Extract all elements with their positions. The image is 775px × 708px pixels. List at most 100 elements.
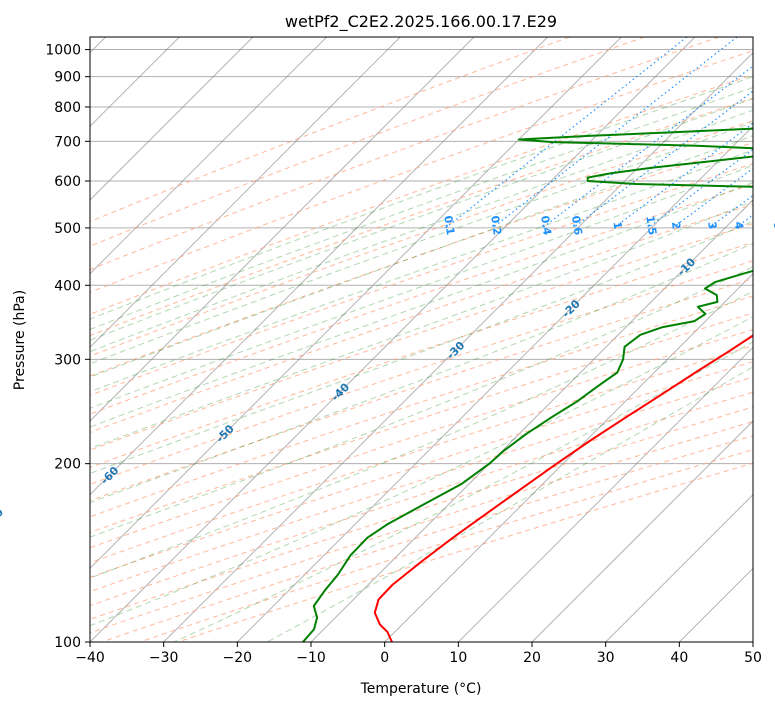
isotherm-line bbox=[236, 125, 753, 642]
y-tick-label: 200 bbox=[54, 457, 81, 473]
mixing-ratio-line bbox=[445, 37, 688, 229]
x-tick-label: 20 bbox=[523, 650, 541, 666]
dry-adiabat-line bbox=[90, 391, 753, 607]
thermo-guides bbox=[90, 37, 753, 642]
dry-adiabat-line bbox=[90, 183, 753, 415]
x-tick-label: 30 bbox=[597, 650, 615, 666]
dry-adiabat-line bbox=[144, 449, 753, 641]
dry-adiabat-line bbox=[90, 37, 570, 223]
mixing-ratio-label: 0.1 bbox=[441, 215, 457, 236]
dry-adiabat-line bbox=[90, 260, 753, 485]
mixing-ratio-label: 1 bbox=[610, 221, 624, 230]
y-axis-label: Pressure (hPa) bbox=[12, 290, 28, 390]
moist-adiabat-line bbox=[90, 242, 753, 504]
dry-adiabat-line bbox=[90, 120, 753, 357]
y-tick-label: 900 bbox=[54, 70, 81, 86]
isotherm-line bbox=[90, 37, 696, 642]
isotherm-line bbox=[90, 37, 401, 349]
y-tick-label: 300 bbox=[54, 352, 81, 368]
x-tick-label: −40 bbox=[75, 650, 105, 666]
temperature-profile-line bbox=[373, 334, 753, 642]
mixing-ratio-line bbox=[613, 122, 753, 229]
mixing-ratio-line bbox=[492, 37, 738, 229]
chart-title: wetPf2_C2E2.2025.166.00.17.E29 bbox=[285, 12, 557, 32]
mixing-ratio-label: 4 bbox=[732, 221, 746, 231]
isotherm-line bbox=[90, 37, 622, 570]
dry-adiabat-line bbox=[90, 74, 753, 315]
x-axis-ticks: −40 −30 −20 −10 0 10 20 30 40 50 bbox=[75, 642, 762, 666]
dry-adiabat-line bbox=[90, 37, 720, 271]
dry-adiabat-line bbox=[90, 420, 753, 634]
dewpoint-profile-line bbox=[301, 127, 753, 642]
dry-adiabat-line bbox=[90, 203, 753, 433]
mixing-ratio-label: 0.6 bbox=[569, 215, 585, 237]
x-tick-label: 10 bbox=[449, 650, 467, 666]
isotherm-line bbox=[605, 493, 753, 642]
moist-adiabat-line bbox=[173, 341, 753, 642]
x-tick-label: −20 bbox=[223, 650, 253, 666]
dry-adiabat-line bbox=[90, 163, 753, 396]
mixing-ratio-label: 2 bbox=[669, 221, 683, 230]
plot-frame bbox=[89, 36, 754, 643]
mixing-ratio-label: 6 bbox=[771, 221, 775, 231]
moist-adiabat-line bbox=[90, 266, 753, 538]
moist-adiabat-line bbox=[90, 76, 753, 320]
isotherm-line bbox=[163, 51, 753, 642]
dry-adiabat-line bbox=[90, 142, 753, 377]
dry-adiabat-line bbox=[90, 329, 753, 549]
mixing-ratio-line bbox=[647, 148, 753, 229]
mixing-ratio-label: 1.5 bbox=[643, 215, 659, 236]
dry-adiabat-line bbox=[90, 376, 753, 593]
dry-adiabat-line bbox=[90, 223, 753, 451]
x-tick-label: 40 bbox=[670, 650, 688, 666]
moist-adiabat-line bbox=[267, 366, 753, 642]
dry-adiabat-label: -70 bbox=[0, 505, 6, 528]
dry-adiabat-line bbox=[90, 406, 753, 620]
mixing-ratio-label: 0.4 bbox=[538, 215, 554, 237]
isotherm-line bbox=[90, 37, 254, 201]
mixing-ratio-label: 0.2 bbox=[488, 215, 504, 236]
y-tick-label: 500 bbox=[54, 221, 81, 237]
dry-adiabat-line bbox=[90, 241, 753, 468]
dry-adiabat-line bbox=[90, 50, 753, 293]
dry-adiabat-line bbox=[182, 462, 753, 641]
moist-adiabat-line bbox=[90, 98, 753, 341]
isotherm-line bbox=[90, 37, 328, 275]
dry-adiabat-line bbox=[90, 295, 753, 518]
dry-adiabat-line bbox=[90, 97, 753, 337]
y-tick-label: 800 bbox=[54, 100, 81, 116]
dry-adiabat-line bbox=[90, 312, 753, 533]
dry-adiabat-line bbox=[90, 361, 753, 578]
y-tick-label: 700 bbox=[54, 134, 81, 150]
x-tick-label: −10 bbox=[296, 650, 326, 666]
isotherm-line bbox=[90, 37, 549, 496]
x-tick-label: −30 bbox=[149, 650, 179, 666]
isotherm-line bbox=[531, 420, 753, 642]
x-tick-label: 0 bbox=[380, 650, 389, 666]
x-axis-label: Temperature (°C) bbox=[360, 681, 482, 697]
sounding-profiles bbox=[301, 127, 753, 642]
isotherm-line bbox=[90, 37, 475, 422]
mixing-ratio-label: 3 bbox=[705, 221, 719, 230]
mixing-ratio-line bbox=[572, 90, 753, 229]
moist-adiabat-line bbox=[90, 316, 753, 627]
isotherm-line bbox=[384, 272, 753, 642]
moist-adiabat-line bbox=[90, 181, 753, 428]
x-tick-label: 50 bbox=[744, 650, 762, 666]
y-axis-ticks: 100 200 300 400 500 600 700 800 900 1000 bbox=[45, 43, 90, 651]
dry-adiabat-line bbox=[90, 278, 753, 502]
moist-adiabat-line bbox=[90, 200, 753, 449]
isotherm-line bbox=[752, 641, 753, 642]
isotherm-line bbox=[457, 346, 753, 642]
moist-adiabat-line bbox=[90, 86, 753, 330]
y-tick-label: 100 bbox=[54, 635, 81, 651]
y-tick-label: 400 bbox=[54, 278, 81, 294]
isotherm-line bbox=[678, 567, 753, 642]
dry-adiabat-line bbox=[90, 37, 645, 247]
y-tick-label: 600 bbox=[54, 174, 81, 190]
y-tick-label: 1000 bbox=[45, 43, 81, 59]
moist-adiabat-line bbox=[90, 290, 753, 579]
background-grid bbox=[90, 37, 753, 642]
dry-adiabat-line bbox=[90, 345, 753, 564]
moist-adiabat-line bbox=[90, 164, 753, 409]
